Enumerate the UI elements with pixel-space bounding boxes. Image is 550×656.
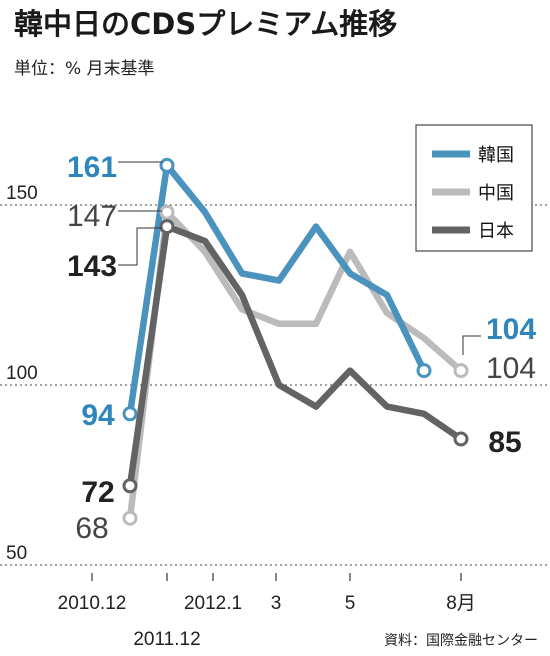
japan-point-1 <box>159 219 175 235</box>
series-points <box>118 157 481 526</box>
japan-label-72: 72 <box>81 476 114 509</box>
korea-label-94: 94 <box>81 399 115 432</box>
x-tick-label-3: 3 <box>271 593 282 614</box>
korea-104-leader <box>462 335 481 355</box>
data-labels: 94 161 104 68 147 104 72 143 85 <box>67 151 536 545</box>
japan-line <box>126 223 465 490</box>
japan-label-143: 143 <box>67 250 117 283</box>
china-point-9 <box>453 363 469 379</box>
china-label-68: 68 <box>75 512 108 545</box>
korea-label-161: 161 <box>67 151 117 184</box>
japan-point-0 <box>122 478 138 494</box>
korea-line <box>126 162 428 418</box>
china-label-104: 104 <box>486 352 536 385</box>
legend-label-china: 中国 <box>478 183 514 204</box>
y-tick-100: 100 <box>6 363 38 384</box>
y-axis-ticks: 50 100 150 <box>6 183 38 564</box>
legend-label-korea: 韓国 <box>478 145 514 166</box>
chart-title: 韓中日のCDSプレミアム推移 <box>14 7 397 41</box>
y-tick-50: 50 <box>6 543 27 564</box>
x-tick-label-2: 2012.1 <box>184 593 242 614</box>
china-point-1 <box>159 204 175 220</box>
x-tick-label-5: 8月 <box>446 593 476 614</box>
x-axis-ticks: 2010.12 2011.12 2012.1 3 5 8月 <box>58 573 476 650</box>
legend-label-japan: 日本 <box>478 221 514 242</box>
china-point-0 <box>122 510 138 526</box>
x-tick-label-1: 2011.12 <box>133 629 200 650</box>
korea-point-1 <box>159 157 175 173</box>
series-lines <box>126 162 465 522</box>
grid-lines <box>0 204 550 566</box>
china-label-147: 147 <box>67 200 117 233</box>
x-tick-label-4: 5 <box>345 593 356 614</box>
japan-143-leader <box>118 227 162 266</box>
korea-point-8 <box>416 363 432 379</box>
korea-point-0 <box>122 406 138 422</box>
japan-point-9 <box>453 431 469 447</box>
y-tick-150: 150 <box>6 183 38 204</box>
korea-label-104: 104 <box>486 313 536 346</box>
chart-subtitle: 単位：% 月末基準 <box>14 59 155 79</box>
x-tick-label-0: 2010.12 <box>58 593 127 614</box>
japan-label-85: 85 <box>488 426 521 459</box>
source-note: 資料：国際金融センター <box>384 633 538 649</box>
